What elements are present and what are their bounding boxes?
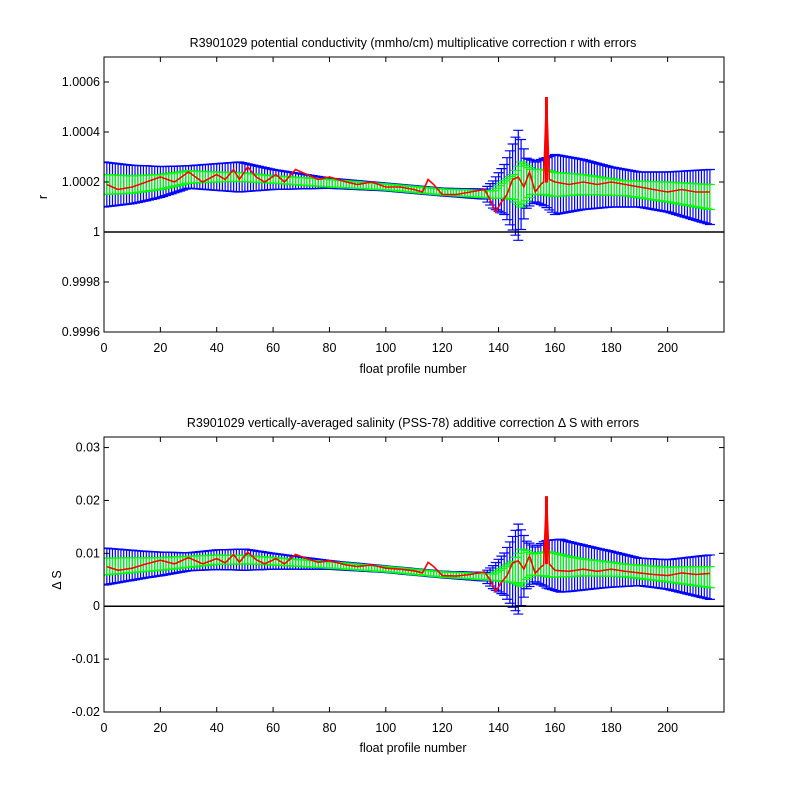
x-tick-label: 200 [657, 721, 678, 735]
inner-error-bar [518, 163, 529, 205]
y-tick-label: 0 [93, 599, 100, 613]
plot-content [104, 496, 724, 615]
x-tick-label: 160 [544, 341, 565, 355]
x-tick-label: 40 [210, 341, 224, 355]
chart-title: R3901029 potential conductivity (mmho/cm… [190, 36, 637, 50]
chart-title: R3901029 vertically-averaged salinity (P… [187, 416, 639, 430]
y-axis-label: Δ S [50, 570, 64, 589]
inner-error-bar [521, 549, 532, 581]
x-tick-label: 80 [323, 721, 337, 735]
inner-error-bar [704, 183, 715, 211]
inner-error-bar [516, 548, 527, 587]
inner-error-bar [521, 165, 532, 202]
x-tick-label: 20 [153, 721, 167, 735]
axes-box [103, 436, 725, 713]
x-tick-label: 100 [375, 341, 396, 355]
axes: 0 20 40 60 80 100 120 140 160 180 200 0.9996 0.9998 1… [62, 56, 725, 355]
y-tick-label: -0.01 [72, 652, 101, 666]
y-tick-label: -0.02 [72, 705, 101, 719]
y-tick-label: 1.0004 [62, 125, 100, 139]
x-tick-label: 200 [657, 341, 678, 355]
plot-area [104, 96, 724, 241]
x-tick-label: 120 [432, 341, 453, 355]
x-tick-label: 60 [266, 721, 280, 735]
x-axis-label: float profile number [359, 741, 466, 755]
plot-area [104, 496, 724, 615]
y-tick-label: 0.03 [76, 441, 100, 455]
plot-content [104, 96, 724, 241]
axes-box [103, 56, 725, 333]
y-tick-label: 0.02 [76, 493, 100, 507]
x-tick-label: 180 [601, 721, 622, 735]
x-tick-label: 180 [601, 341, 622, 355]
y-tick-label: 0.01 [76, 546, 100, 560]
correction-line [106, 96, 710, 214]
x-tick-label: 0 [101, 341, 108, 355]
conductivity-correction-panel: R3901029 potential conductivity (mmho/cm… [36, 36, 725, 376]
x-tick-label: 0 [101, 721, 108, 735]
inner-error-bar [516, 161, 527, 208]
x-axis-label: float profile number [359, 362, 466, 376]
y-tick-label: 1.0006 [62, 75, 100, 89]
y-tick-label: 0.9996 [62, 325, 100, 339]
x-tick-label: 160 [544, 721, 565, 735]
salinity-correction-panel: R3901029 vertically-averaged salinity (P… [50, 416, 725, 755]
correction-line [106, 496, 710, 594]
x-tick-label: 120 [432, 721, 453, 735]
x-tick-label: 80 [323, 341, 337, 355]
inner-error-bar [704, 565, 715, 589]
inner-error-bar [518, 549, 529, 584]
y-tick-label: 1 [93, 225, 100, 239]
x-tick-label: 140 [488, 721, 509, 735]
x-tick-label: 20 [153, 341, 167, 355]
x-tick-label: 40 [210, 721, 224, 735]
y-axis-label: r [36, 195, 50, 199]
y-tick-label: 1.0002 [62, 175, 100, 189]
x-tick-label: 100 [375, 721, 396, 735]
axes: 0 20 40 60 80 100 120 140 160 180 200 -0.02 -0.01 0 0.… [72, 436, 725, 735]
x-tick-label: 140 [488, 341, 509, 355]
y-tick-label: 0.9998 [62, 275, 100, 289]
x-tick-label: 60 [266, 341, 280, 355]
